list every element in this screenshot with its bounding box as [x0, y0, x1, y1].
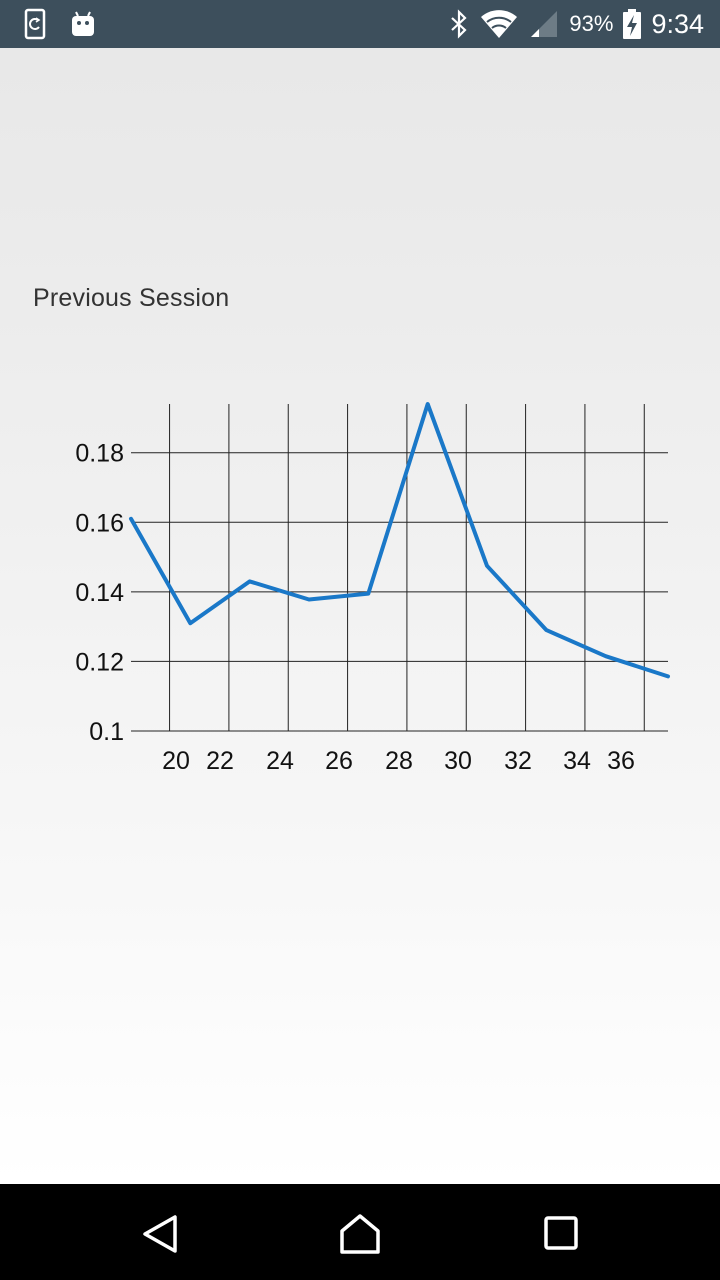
back-button[interactable] — [138, 1212, 182, 1256]
x-tick-label: 32 — [504, 747, 532, 775]
x-tick-label: 34 — [563, 747, 591, 775]
bluetooth-icon — [449, 9, 469, 39]
sync-app-icon — [24, 8, 46, 40]
y-tick-label: 0.1 — [89, 718, 124, 746]
x-tick-label: 22 — [206, 747, 234, 775]
recents-button[interactable] — [540, 1212, 584, 1256]
recents-square-icon — [544, 1216, 578, 1250]
back-triangle-icon — [143, 1215, 177, 1253]
y-tick-label: 0.16 — [75, 509, 124, 537]
navigation-bar — [0, 1184, 720, 1280]
x-tick-label: 26 — [325, 747, 353, 775]
wifi-icon — [479, 8, 519, 40]
android-icon — [70, 8, 96, 40]
y-tick-label: 0.18 — [75, 440, 124, 468]
home-icon — [340, 1214, 380, 1254]
x-tick-label: 30 — [444, 747, 472, 775]
home-button[interactable] — [338, 1212, 382, 1256]
y-tick-label: 0.12 — [75, 648, 124, 676]
x-tick-label: 36 — [607, 747, 635, 775]
clock: 9:34 — [651, 8, 704, 39]
battery-charging-icon — [623, 9, 642, 39]
x-tick-label: 24 — [266, 747, 294, 775]
section-title: Previous Session — [33, 284, 230, 312]
signal-icon — [529, 9, 559, 39]
series-line — [129, 402, 670, 679]
status-bar: 93% 9:34 — [0, 0, 720, 48]
session-line-chart: 0.1 0.12 0.14 0.16 0.18 20 22 24 26 28 30 32 34 36 — [75, 402, 670, 775]
battery-percent: 93% — [569, 11, 614, 36]
y-tick-label: 0.14 — [75, 579, 124, 607]
x-tick-label: 28 — [385, 747, 413, 775]
x-tick-label: 20 — [162, 747, 190, 775]
